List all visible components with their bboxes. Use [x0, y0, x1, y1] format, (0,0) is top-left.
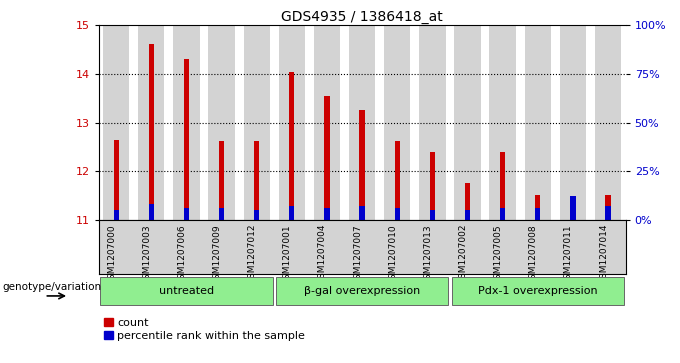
Bar: [349, 25, 375, 220]
Text: GSM1207005: GSM1207005: [494, 224, 503, 285]
Text: GSM1207009: GSM1207009: [213, 224, 222, 285]
Bar: [254, 210, 259, 220]
FancyBboxPatch shape: [101, 277, 273, 305]
Bar: [313, 25, 340, 220]
Text: GSM1207011: GSM1207011: [564, 224, 573, 285]
Title: GDS4935 / 1386418_at: GDS4935 / 1386418_at: [282, 11, 443, 24]
Bar: [605, 206, 611, 220]
Text: GSM1207014: GSM1207014: [599, 224, 608, 285]
Bar: [289, 72, 294, 220]
Bar: [173, 25, 200, 220]
Bar: [324, 96, 330, 220]
Bar: [500, 208, 505, 220]
Bar: [114, 210, 119, 220]
Bar: [254, 141, 259, 220]
Bar: [490, 25, 516, 220]
Text: genotype/variation: genotype/variation: [2, 282, 101, 292]
Text: GSM1207006: GSM1207006: [177, 224, 186, 285]
Bar: [535, 208, 541, 220]
Bar: [360, 206, 364, 220]
Bar: [114, 139, 119, 220]
Text: GSM1207010: GSM1207010: [388, 224, 397, 285]
FancyBboxPatch shape: [452, 277, 624, 305]
Legend: count, percentile rank within the sample: count, percentile rank within the sample: [104, 318, 305, 341]
Bar: [219, 141, 224, 220]
Text: Pdx-1 overexpression: Pdx-1 overexpression: [478, 286, 598, 296]
Text: GSM1207013: GSM1207013: [424, 224, 432, 285]
Bar: [184, 60, 189, 220]
Bar: [605, 195, 611, 220]
Bar: [571, 215, 575, 220]
Bar: [184, 208, 189, 220]
Text: GSM1207000: GSM1207000: [107, 224, 116, 285]
Text: β-gal overexpression: β-gal overexpression: [304, 286, 420, 296]
Bar: [524, 25, 551, 220]
Bar: [394, 208, 400, 220]
FancyBboxPatch shape: [276, 277, 448, 305]
Bar: [219, 208, 224, 220]
Bar: [465, 183, 470, 220]
Bar: [208, 25, 235, 220]
Bar: [454, 25, 481, 220]
Bar: [394, 141, 400, 220]
Bar: [103, 25, 129, 220]
Bar: [289, 206, 294, 220]
Text: untreated: untreated: [159, 286, 214, 296]
Bar: [324, 208, 330, 220]
Bar: [465, 210, 470, 220]
Text: GSM1207003: GSM1207003: [142, 224, 151, 285]
Bar: [430, 152, 435, 220]
Bar: [279, 25, 305, 220]
Bar: [535, 195, 541, 220]
Text: GSM1207001: GSM1207001: [283, 224, 292, 285]
Text: GSM1207004: GSM1207004: [318, 224, 327, 285]
Bar: [149, 204, 154, 220]
Bar: [419, 25, 445, 220]
Bar: [571, 196, 575, 220]
Text: GSM1207007: GSM1207007: [353, 224, 362, 285]
Bar: [560, 25, 586, 220]
Bar: [384, 25, 411, 220]
Bar: [243, 25, 270, 220]
Text: GSM1207012: GSM1207012: [248, 224, 257, 285]
Text: GSM1207008: GSM1207008: [529, 224, 538, 285]
Bar: [149, 44, 154, 220]
Bar: [430, 210, 435, 220]
Bar: [138, 25, 165, 220]
Bar: [360, 110, 364, 220]
Bar: [500, 152, 505, 220]
Bar: [595, 25, 622, 220]
Text: GSM1207002: GSM1207002: [458, 224, 468, 285]
